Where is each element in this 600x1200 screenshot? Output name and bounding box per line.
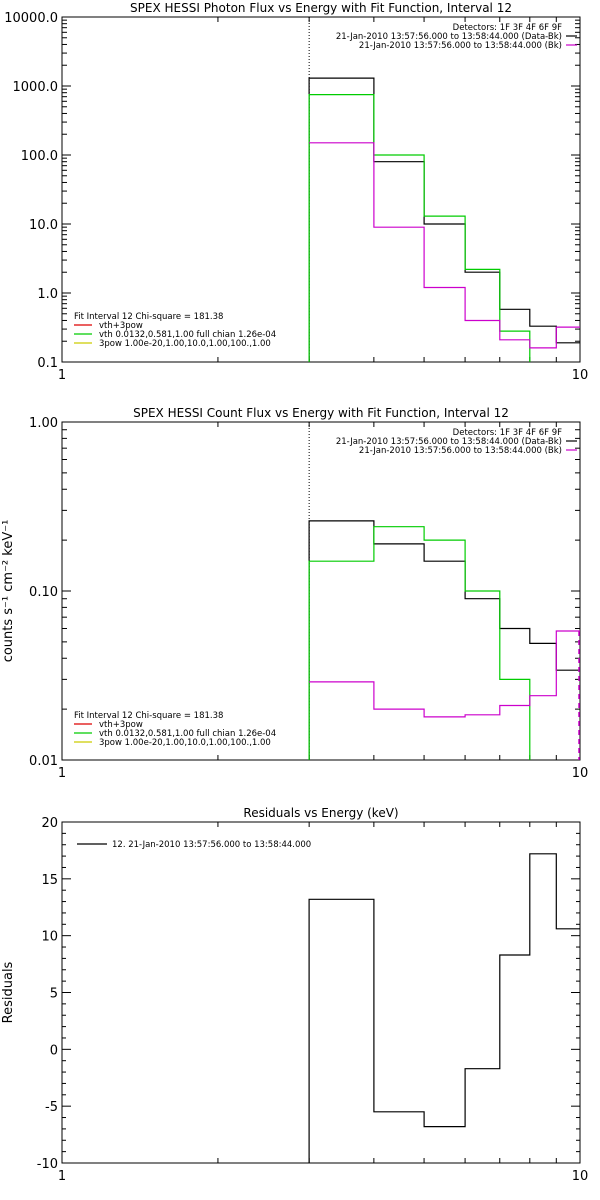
legend-label: vth+3pow	[99, 720, 143, 730]
header-text: Detectors: 1F 3F 4F 6F 9F	[453, 428, 562, 438]
chart-panel-1: SPEX HESSI Photon Flux vs Energy with Fi…	[4, 1, 588, 383]
y-tick-label: 0	[50, 1043, 58, 1058]
y-tick-label: 15	[41, 873, 58, 888]
series-line	[309, 142, 580, 349]
y-tick-label: 20	[41, 816, 58, 831]
series-1	[308, 853, 580, 1163]
y-tick-label: 10000.0	[4, 11, 58, 26]
series-line	[308, 77, 580, 362]
y-tick-label: 5	[50, 987, 58, 1002]
x-tick-label: 1	[58, 1169, 66, 1184]
legend-label: vth+3pow	[99, 321, 143, 331]
legend-title: Fit Interval 12 Chi-square = 181.38	[74, 711, 223, 721]
legend-label: vth 0.0132,0.581,1.00 full chian 1.26e-0…	[99, 330, 276, 340]
series-3	[309, 630, 580, 760]
chart-panel-2: SPEX HESSI Count Flux vs Energy with Fit…	[1, 406, 588, 781]
series-3	[309, 142, 580, 349]
legend-label: 3pow 1.00e-20,1.00,10.0,1.00,100.,1.00	[99, 339, 271, 349]
series-line	[309, 630, 580, 718]
chart-title: SPEX HESSI Count Flux vs Energy with Fit…	[133, 406, 509, 420]
y-axis-label: counts s⁻¹ cm⁻² keV⁻¹	[1, 520, 16, 663]
y-axis-label: Residuals	[1, 961, 16, 1023]
x-tick-label: 10	[572, 766, 589, 781]
axes-frame	[61, 821, 581, 1164]
x-tick-label: 10	[572, 1169, 589, 1184]
series-2	[308, 94, 531, 362]
series-1	[308, 520, 580, 760]
series-line	[308, 526, 531, 760]
x-tick-label: 1	[58, 766, 66, 781]
chart-title: SPEX HESSI Photon Flux vs Energy with Fi…	[130, 1, 512, 15]
x-tick-label: 1	[58, 368, 66, 383]
y-tick-label: 1000.0	[13, 80, 59, 95]
header-text: 21-Jan-2010 13:57:56.000 to 13:58:44.000…	[336, 437, 562, 447]
y-tick-label: -10	[37, 1157, 58, 1172]
y-tick-label: 10.0	[29, 218, 58, 233]
series-line	[308, 520, 580, 760]
series-1	[308, 77, 580, 362]
axes-frame	[61, 16, 581, 363]
y-tick-label: -5	[45, 1100, 58, 1115]
y-tick-label: 0.01	[29, 754, 58, 769]
header-text: 21-Jan-2010 13:57:56.000 to 13:58:44.000…	[359, 446, 562, 456]
chart-title: Residuals vs Energy (keV)	[243, 806, 398, 820]
legend-label: vth 0.0132,0.581,1.00 full chian 1.26e-0…	[99, 729, 276, 739]
header-text: Detectors: 1F 3F 4F 6F 9F	[453, 23, 562, 33]
y-tick-label: 0.1	[37, 356, 58, 371]
axes-frame	[61, 421, 581, 761]
series-2	[308, 526, 531, 760]
y-tick-label: 1.00	[29, 416, 58, 431]
y-tick-label: 1.0	[37, 287, 58, 302]
header-text: 21-Jan-2010 13:57:56.000 to 13:58:44.000…	[359, 41, 562, 51]
y-tick-label: 100.0	[21, 149, 58, 164]
x-tick-label: 10	[572, 368, 589, 383]
y-tick-label: 10	[41, 930, 58, 945]
series-line	[308, 94, 531, 362]
y-tick-label: 0.10	[29, 585, 58, 600]
legend-label: 3pow 1.00e-20,1.00,10.0,1.00,100.,1.00	[99, 738, 271, 748]
chart-panel-3: Residuals vs Energy (keV) 1 10 -10 -5 0 5 10 15 2…	[1, 806, 588, 1184]
legend-title: Fit Interval 12 Chi-square = 181.38	[74, 312, 223, 322]
header-text: 21-Jan-2010 13:57:56.000 to 13:58:44.000…	[336, 32, 562, 42]
series-line	[308, 853, 580, 1163]
legend-label: 12. 21-Jan-2010 13:57:56.000 to 13:58:44…	[112, 840, 311, 850]
